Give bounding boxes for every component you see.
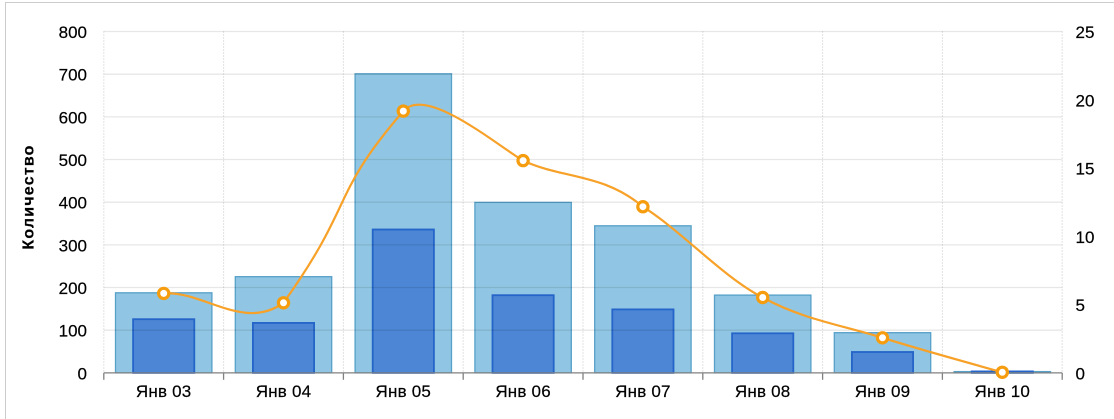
- svg-text:400: 400: [59, 194, 87, 213]
- svg-text:800: 800: [59, 23, 87, 42]
- svg-text:700: 700: [59, 66, 87, 85]
- svg-text:Количество: Количество: [21, 144, 38, 249]
- svg-text:0: 0: [1076, 364, 1085, 383]
- svg-text:20: 20: [1076, 91, 1095, 110]
- svg-text:Янв 04: Янв 04: [256, 382, 312, 401]
- svg-text:Янв 03: Янв 03: [136, 382, 192, 401]
- svg-text:Янв 09: Янв 09: [855, 382, 911, 401]
- svg-text:100: 100: [59, 322, 87, 341]
- svg-text:Янв 10: Янв 10: [975, 382, 1031, 401]
- svg-text:25: 25: [1076, 23, 1095, 42]
- svg-text:5: 5: [1076, 296, 1085, 315]
- svg-text:Янв 07: Янв 07: [615, 382, 671, 401]
- svg-text:Янв 08: Янв 08: [735, 382, 791, 401]
- svg-text:Янв 06: Янв 06: [495, 382, 551, 401]
- svg-text:300: 300: [59, 236, 87, 255]
- svg-text:600: 600: [59, 108, 87, 127]
- svg-text:Янв 05: Янв 05: [376, 382, 432, 401]
- svg-text:10: 10: [1076, 228, 1095, 247]
- svg-text:0: 0: [78, 364, 87, 383]
- svg-text:15: 15: [1076, 160, 1095, 179]
- svg-text:500: 500: [59, 151, 87, 170]
- svg-text:200: 200: [59, 279, 87, 298]
